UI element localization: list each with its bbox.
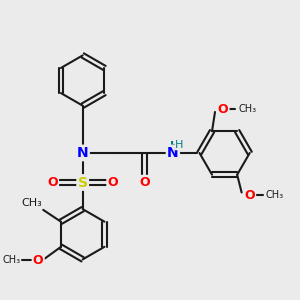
- Text: O: O: [140, 176, 150, 189]
- Text: O: O: [244, 189, 255, 202]
- Text: H: H: [175, 140, 184, 150]
- Text: CH₃: CH₃: [3, 255, 21, 265]
- Text: N: N: [167, 146, 179, 160]
- Text: CH₃: CH₃: [266, 190, 284, 200]
- Text: O: O: [47, 176, 58, 189]
- Text: CH₃: CH₃: [238, 104, 256, 114]
- Text: H: H: [170, 141, 179, 151]
- Text: N: N: [77, 146, 88, 160]
- Text: O: O: [218, 103, 228, 116]
- Text: O: O: [107, 176, 118, 189]
- Text: CH₃: CH₃: [21, 198, 42, 208]
- Text: S: S: [78, 176, 88, 190]
- Text: O: O: [33, 254, 44, 267]
